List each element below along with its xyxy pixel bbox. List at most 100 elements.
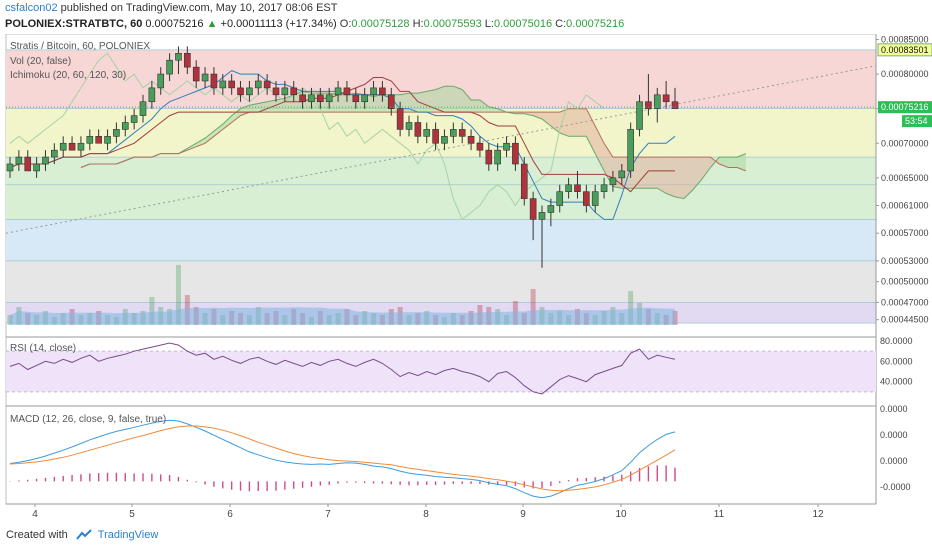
price-tick-label: 0.00053000: [881, 256, 929, 266]
ichimoku-cloud-segment: [373, 94, 383, 113]
ichimoku-cloud-segment: [737, 153, 746, 171]
fib-band: [6, 184, 876, 220]
rsi-tick-label: 40.0000: [880, 377, 913, 387]
candle: [299, 94, 306, 103]
candle: [450, 129, 457, 137]
candle: [254, 80, 262, 89]
price-tick-label: 0.00080000: [881, 69, 929, 79]
countdown-tag: [902, 115, 932, 128]
candle: [51, 149, 58, 158]
open-label: O:: [339, 18, 352, 30]
footer: Created with TradingView: [6, 529, 158, 541]
change-arrow-icon: ▲: [206, 18, 218, 30]
candle: [308, 94, 315, 103]
candle: [387, 94, 395, 109]
close-label: C:: [555, 18, 567, 30]
candle: [529, 198, 537, 220]
candle: [166, 59, 173, 75]
price-change: +0.00011113 (+17.34%): [220, 18, 337, 30]
ichimoku-cloud-segment: [435, 86, 445, 113]
x-tick-label: 7: [325, 509, 331, 520]
high-value: 0.00075593: [423, 18, 482, 30]
rsi-tick-label: 60.0000: [880, 356, 913, 366]
candle: [192, 66, 200, 82]
publish-info: csfalcon02 published on TradingView.com,…: [5, 2, 337, 14]
candle: [272, 87, 280, 96]
indicator-label: Ichimoku (20, 60, 120, 30): [10, 70, 126, 81]
ichimoku-cloud-segment: [267, 100, 276, 113]
low-label: L:: [484, 18, 494, 30]
candle: [24, 156, 32, 172]
ichimoku-cloud-segment: [471, 100, 480, 113]
candle: [423, 129, 431, 137]
ichimoku-cloud-segment: [444, 86, 454, 113]
macd-tick-label: -0.0000: [880, 482, 911, 492]
candle: [263, 80, 271, 89]
level-price-tag: [877, 43, 932, 57]
ichimoku-cloud-segment: [550, 112, 560, 133]
candle: [42, 156, 49, 165]
candle: [113, 129, 120, 137]
candle: [59, 142, 67, 151]
macd-tick-label: 0.0000: [880, 430, 908, 440]
tradingview-brand[interactable]: TradingView: [97, 529, 159, 541]
author-link[interactable]: csfalcon02: [5, 2, 58, 14]
candle: [671, 101, 679, 109]
candle: [520, 163, 528, 199]
senkou-span-a: [80, 85, 747, 200]
candle: [414, 122, 422, 137]
candle: [432, 129, 439, 144]
candle: [334, 87, 342, 96]
open-value: 0.00075128: [351, 18, 410, 30]
x-tick-label: 12: [812, 509, 824, 520]
price-tick-label: 0.00047000: [881, 297, 929, 307]
close-value: 0.00075216: [566, 18, 625, 30]
candle: [476, 142, 484, 151]
macd-label: MACD (12, 26, close, 9, false, true): [10, 414, 166, 425]
price-tick-label: 0.00070000: [881, 138, 929, 148]
candle: [104, 136, 111, 144]
price-tick-label: 0.00044500: [881, 315, 929, 325]
candle: [210, 73, 218, 89]
candle: [458, 129, 466, 137]
last-price-tag: [878, 101, 932, 114]
last-price: 0.00075216: [145, 18, 204, 30]
high-label: H:: [412, 18, 424, 30]
candle: [645, 101, 652, 109]
candle: [405, 122, 413, 130]
candle: [556, 191, 564, 206]
candle: [618, 170, 626, 179]
price-tick-label: 0.00065000: [881, 173, 929, 183]
candle: [228, 80, 235, 89]
macd-tick-label: 0.0000: [880, 456, 908, 466]
candle: [441, 136, 448, 144]
x-tick-label: 6: [227, 509, 233, 520]
candle: [317, 94, 324, 103]
last-price-tag-label: 0.00075216: [881, 102, 929, 112]
fib-band: [6, 219, 876, 261]
candle: [325, 94, 333, 103]
candle: [653, 94, 661, 109]
fib-band: [6, 108, 876, 158]
candle: [494, 149, 501, 165]
x-tick-label: 8: [423, 509, 429, 520]
kijun-sen: [9, 77, 675, 193]
candle: [68, 142, 76, 151]
candle: [565, 184, 572, 192]
candle: [662, 94, 670, 103]
ichimoku-cloud-segment: [701, 157, 711, 180]
ichimoku-cloud-segment: [222, 115, 232, 130]
x-tick-label: 5: [129, 509, 135, 520]
candle: [379, 87, 386, 96]
ichimoku-cloud-segment: [338, 94, 347, 113]
senkou-span-b: [80, 108, 747, 172]
ichimoku-cloud-segment: [710, 157, 720, 168]
candle: [503, 142, 510, 151]
ichimoku-cloud-segment: [639, 157, 649, 189]
rsi-tick-label: 80.0000: [880, 336, 913, 346]
candle: [583, 191, 590, 206]
candle: [281, 87, 289, 96]
ichimoku-cloud-segment: [196, 138, 206, 147]
published-text: published on TradingView.com, May 10, 20…: [60, 2, 338, 14]
